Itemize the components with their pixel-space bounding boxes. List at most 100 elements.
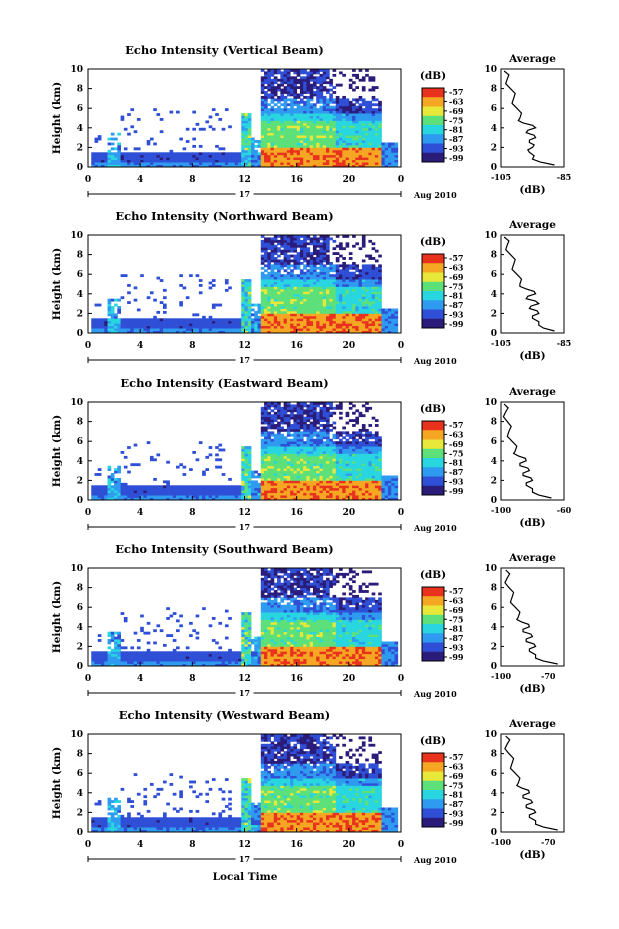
heatmap-cell (208, 495, 213, 498)
heatmap-cell (120, 157, 125, 161)
heatmap-cell (277, 308, 281, 312)
heatmap-cell (198, 162, 203, 165)
heatmap-cell (277, 477, 281, 481)
heatmap-cell (267, 460, 271, 464)
heatmap-cell (378, 152, 382, 156)
heatmap-cell (352, 164, 356, 168)
heatmap-cell (231, 330, 236, 334)
panel-1: Echo Intensity (Vertical Beam)0246810Hei… (51, 43, 571, 200)
heatmap-cell (270, 402, 275, 405)
heatmap-cell (283, 288, 288, 292)
heatmap-cell (345, 310, 350, 314)
heatmap-cell (260, 279, 265, 282)
heatmap-cell (322, 105, 327, 109)
average-x-tick-label: -105 (491, 172, 511, 182)
heatmap-cell (257, 140, 262, 143)
heatmap-cell (371, 325, 376, 329)
heatmap-cell (260, 291, 265, 295)
heatmap-cell (355, 147, 360, 151)
heatmap-cell (283, 468, 288, 471)
heatmap-cell (332, 487, 337, 491)
heatmap-cell (290, 103, 294, 107)
heatmap-cell (234, 154, 239, 158)
heatmap-cell (267, 490, 271, 494)
heatmap-cell (326, 125, 330, 129)
heatmap-cell (352, 73, 356, 77)
heatmap-cell (326, 495, 330, 498)
heatmap-cell (211, 323, 216, 327)
heatmap-cell (208, 485, 213, 489)
heatmap-cell (264, 249, 268, 253)
heatmap-cell (224, 281, 229, 285)
heatmap-cell (319, 284, 324, 287)
heatmap-cell (381, 164, 386, 168)
heatmap-cell (267, 113, 271, 116)
heatmap-cell (283, 411, 288, 415)
heatmap-cell (358, 103, 363, 107)
heatmap-cell (339, 115, 343, 119)
heatmap-cell (319, 323, 324, 327)
heatmap-cell (316, 306, 320, 309)
heatmap-cell (114, 490, 118, 494)
heatmap-cell (303, 118, 307, 121)
heatmap-cell (299, 406, 304, 410)
heatmap-cell (319, 436, 324, 440)
heatmap-cell (371, 310, 376, 314)
heatmap-cell (319, 73, 324, 77)
heatmap-cell (159, 157, 164, 161)
heatmap-cell (110, 310, 115, 314)
heatmap-cell (391, 308, 395, 312)
heatmap-cell (293, 455, 298, 459)
heatmap-cell (104, 330, 108, 334)
heatmap-cell (162, 325, 167, 329)
heatmap-cell (286, 402, 291, 405)
heatmap-cell (319, 118, 324, 121)
heatmap-cell (273, 125, 278, 129)
colorbar-segment (422, 148, 444, 151)
heatmap-cell (322, 431, 327, 435)
heatmap-cell (110, 477, 115, 481)
heatmap-cell (182, 147, 187, 151)
heatmap-cell (296, 482, 301, 486)
colorbar-segment (422, 104, 444, 107)
heatmap-cell (306, 164, 311, 168)
heatmap-cell (345, 159, 350, 163)
heatmap-cell (202, 487, 206, 491)
heatmap-cell (162, 490, 167, 494)
heatmap-cell (358, 149, 363, 153)
heatmap-cell (361, 149, 366, 153)
heatmap-cell (312, 323, 317, 327)
heatmap-cell (365, 135, 369, 138)
heatmap-cell (290, 428, 294, 432)
heatmap-cell (303, 113, 307, 116)
heatmap-cell (326, 414, 330, 418)
heatmap-cell (107, 485, 112, 489)
heatmap-cell (299, 149, 304, 153)
heatmap-cell (127, 490, 131, 494)
heatmap-cell (101, 487, 105, 491)
heatmap-cell (270, 271, 275, 275)
heatmap-cell (280, 308, 285, 312)
heatmap-cell (114, 159, 118, 163)
colorbar-segment (422, 304, 444, 308)
heatmap-cell (348, 281, 353, 285)
heatmap-cell (267, 296, 271, 300)
heatmap-cell (335, 482, 340, 486)
heatmap-cell (146, 154, 151, 158)
heatmap-cell (358, 127, 363, 131)
heatmap-cell (365, 127, 369, 131)
heatmap-cell (267, 495, 271, 498)
heatmap-cell (368, 108, 373, 112)
heatmap-cell (394, 323, 399, 327)
heatmap-cell (149, 485, 154, 489)
heatmap-cell (332, 122, 337, 126)
heatmap-cell (218, 162, 223, 165)
heatmap-cell (303, 460, 307, 464)
heatmap-cell (286, 147, 291, 151)
heatmap-cell (309, 402, 314, 405)
heatmap-cell (270, 249, 275, 253)
heatmap-cell (198, 279, 203, 282)
heatmap-cell (277, 266, 281, 270)
heatmap-cell (394, 308, 399, 312)
heatmap-cell (374, 122, 379, 126)
